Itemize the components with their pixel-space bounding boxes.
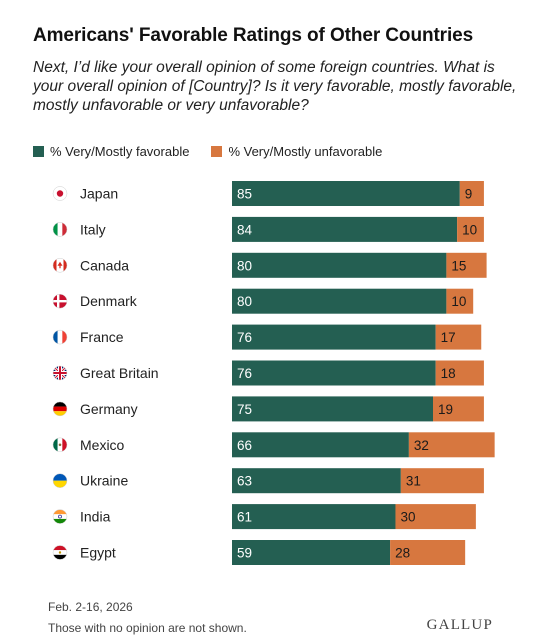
legend-swatch-favorable bbox=[33, 146, 44, 157]
category-label: Mexico bbox=[80, 437, 125, 453]
chart-row-egypt: Egypt 59 28 bbox=[52, 540, 466, 565]
chart-row-denmark: Denmark 80 10 bbox=[52, 288, 474, 314]
category-label: Germany bbox=[80, 401, 138, 417]
chart-row-italy: Italy 84 10 bbox=[52, 216, 484, 242]
value-label-favorable: 80 bbox=[237, 294, 252, 309]
value-label-favorable: 75 bbox=[237, 402, 252, 417]
egypt-flag-icon bbox=[52, 545, 68, 560]
footnote: Those with no opinion are not shown. bbox=[48, 621, 247, 635]
bar-unfavorable bbox=[395, 504, 476, 530]
bar-unfavorable bbox=[457, 216, 484, 242]
value-label-unfavorable: 10 bbox=[451, 294, 466, 309]
value-label-unfavorable: 30 bbox=[400, 510, 415, 525]
bar-favorable bbox=[232, 216, 458, 242]
japan-flag-icon bbox=[52, 186, 68, 201]
value-label-unfavorable: 10 bbox=[462, 222, 477, 237]
category-label: India bbox=[80, 509, 111, 525]
canada-flag-icon bbox=[52, 258, 68, 273]
chart-row-germany: Germany 75 19 bbox=[52, 396, 484, 422]
question-text: Next, I’d like your overall opinion of s… bbox=[33, 59, 517, 114]
bar-favorable bbox=[232, 396, 433, 422]
bar-unfavorable bbox=[446, 288, 474, 314]
value-label-unfavorable: 28 bbox=[395, 546, 410, 561]
bar-favorable bbox=[232, 468, 401, 494]
bar-unfavorable bbox=[435, 360, 484, 386]
legend-label-unfavorable: % Very/Mostly unfavorable bbox=[228, 144, 383, 159]
legend-swatch-unfavorable bbox=[211, 146, 223, 157]
value-label-unfavorable: 15 bbox=[451, 258, 466, 273]
gallup-logo: GALLUP bbox=[426, 617, 493, 633]
ukraine-flag-icon bbox=[52, 473, 68, 488]
denmark-flag-icon bbox=[52, 293, 68, 309]
value-label-favorable: 76 bbox=[237, 330, 252, 345]
bar-unfavorable bbox=[408, 432, 495, 458]
mexico-flag-icon bbox=[52, 437, 68, 453]
chart-row-india: India 61 30 bbox=[52, 504, 476, 530]
value-label-favorable: 59 bbox=[237, 546, 252, 561]
value-label-favorable: 76 bbox=[237, 366, 252, 381]
value-label-unfavorable: 31 bbox=[406, 474, 421, 489]
value-label-unfavorable: 32 bbox=[414, 438, 429, 453]
value-label-favorable: 84 bbox=[237, 222, 253, 237]
italy-flag-icon bbox=[52, 222, 68, 237]
bar-unfavorable bbox=[390, 540, 466, 565]
bar-favorable bbox=[232, 432, 409, 458]
value-label-favorable: 63 bbox=[237, 474, 252, 489]
category-label: Japan bbox=[80, 186, 118, 202]
bar-unfavorable bbox=[459, 181, 484, 206]
bar-favorable bbox=[232, 324, 436, 350]
value-label-unfavorable: 19 bbox=[438, 402, 453, 417]
category-label: France bbox=[80, 329, 124, 345]
value-label-unfavorable: 9 bbox=[465, 187, 473, 202]
chart-row-france: France 76 17 bbox=[52, 324, 482, 350]
legend-label-favorable: % Very/Mostly favorable bbox=[50, 144, 190, 159]
category-label: Ukraine bbox=[80, 473, 128, 489]
legend-item-unfavorable: % Very/Mostly unfavorable bbox=[211, 144, 382, 159]
value-label-favorable: 61 bbox=[237, 510, 252, 525]
india-flag-icon bbox=[52, 509, 68, 524]
legend: % Very/Mostly favorable % Very/Mostly un… bbox=[33, 144, 404, 159]
bar-favorable bbox=[232, 504, 396, 530]
category-label: Denmark bbox=[80, 293, 138, 309]
value-label-unfavorable: 17 bbox=[441, 330, 456, 345]
bar-favorable bbox=[232, 360, 436, 386]
great-britain-flag-icon bbox=[52, 365, 68, 381]
category-label: Great Britain bbox=[80, 365, 159, 381]
value-label-favorable: 66 bbox=[237, 438, 252, 453]
page-title: Americans' Favorable Ratings of Other Co… bbox=[33, 25, 474, 46]
chart-row-japan: Japan 85 9 bbox=[52, 181, 484, 206]
category-label: Egypt bbox=[80, 545, 116, 561]
chart-row-great-britain: Great Britain 76 18 bbox=[52, 360, 484, 386]
france-flag-icon bbox=[52, 329, 68, 345]
bar-unfavorable bbox=[400, 468, 484, 494]
category-label: Italy bbox=[80, 221, 106, 237]
bar-favorable bbox=[232, 252, 447, 278]
bar-favorable bbox=[232, 181, 460, 206]
chart-row-mexico: Mexico 66 32 bbox=[52, 432, 495, 458]
bar-unfavorable bbox=[435, 324, 482, 350]
germany-flag-icon bbox=[52, 401, 68, 417]
value-label-unfavorable: 18 bbox=[441, 366, 456, 381]
chart-row-canada: Canada 80 15 bbox=[52, 252, 487, 278]
value-label-favorable: 80 bbox=[237, 258, 252, 273]
bar-favorable bbox=[232, 288, 447, 314]
bar-unfavorable bbox=[446, 252, 487, 278]
survey-date: Feb. 2-16, 2026 bbox=[48, 600, 133, 614]
chart-row-ukraine: Ukraine 63 31 bbox=[52, 468, 484, 494]
legend-item-favorable: % Very/Mostly favorable bbox=[33, 144, 189, 159]
category-label: Canada bbox=[80, 257, 129, 273]
bar-unfavorable bbox=[433, 396, 484, 422]
bar-favorable bbox=[232, 540, 391, 565]
value-label-favorable: 85 bbox=[237, 187, 252, 202]
